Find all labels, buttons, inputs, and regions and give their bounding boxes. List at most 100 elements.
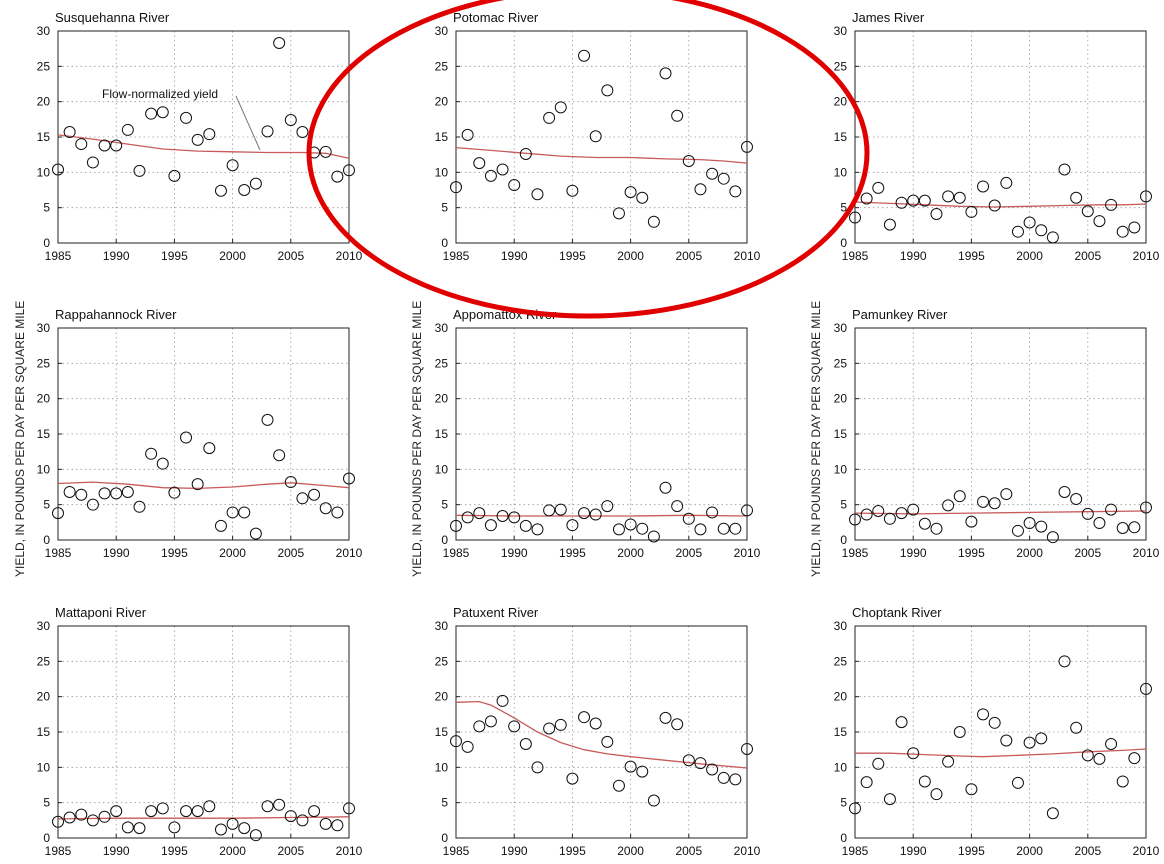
data-point xyxy=(659,481,672,494)
data-point xyxy=(519,738,532,751)
x-tick-label: 2010 xyxy=(336,844,363,858)
data-point xyxy=(1081,749,1094,762)
data-point xyxy=(531,523,544,536)
data-point xyxy=(636,191,649,204)
data-point xyxy=(284,476,297,489)
x-tick-label: 1990 xyxy=(501,249,528,263)
annotation-label: Flow-normalized yield xyxy=(102,87,218,101)
y-tick-label: 10 xyxy=(834,462,848,476)
data-point xyxy=(98,139,111,152)
data-point xyxy=(671,109,684,122)
data-point xyxy=(1093,752,1106,765)
data-point xyxy=(203,800,216,813)
data-point xyxy=(331,819,344,832)
data-point xyxy=(566,184,579,197)
data-point xyxy=(694,183,707,196)
y-tick-label: 0 xyxy=(43,236,50,250)
data-point xyxy=(682,754,695,767)
data-point xyxy=(741,742,753,755)
x-tick-label: 2000 xyxy=(1016,546,1043,560)
x-tick-label: 1985 xyxy=(45,546,72,560)
x-tick-label: 2000 xyxy=(1016,844,1043,858)
data-point xyxy=(226,159,239,172)
y-tick-label: 10 xyxy=(435,760,449,774)
data-point xyxy=(965,515,978,528)
data-point xyxy=(450,735,462,748)
x-tick-label: 1990 xyxy=(103,844,130,858)
flow-normalized-trend-line xyxy=(854,510,1147,515)
data-point xyxy=(1046,807,1059,820)
data-point xyxy=(671,500,684,513)
data-point xyxy=(238,506,251,519)
data-point xyxy=(214,519,227,532)
data-point xyxy=(1046,531,1059,544)
data-point xyxy=(319,145,332,158)
data-point xyxy=(1105,503,1118,516)
data-point xyxy=(1081,507,1094,520)
data-point xyxy=(883,793,896,806)
data-point xyxy=(612,207,625,220)
data-point xyxy=(473,507,486,520)
data-point xyxy=(988,497,1001,510)
data-point xyxy=(156,457,169,470)
data-point xyxy=(907,194,920,207)
data-point xyxy=(636,765,649,778)
flow-normalized-trend-line xyxy=(57,816,350,820)
data-point xyxy=(907,747,920,760)
data-point xyxy=(1011,776,1024,789)
data-point xyxy=(601,735,614,748)
y-tick-label: 0 xyxy=(840,831,847,845)
x-tick-label: 2010 xyxy=(336,249,363,263)
data-point xyxy=(273,37,286,50)
y-tick-label: 0 xyxy=(840,236,847,250)
data-point xyxy=(110,139,123,152)
data-point xyxy=(543,111,556,124)
data-point xyxy=(612,779,625,792)
y-tick-label: 5 xyxy=(840,201,847,215)
data-point xyxy=(343,164,355,177)
y-tick-label: 30 xyxy=(834,619,848,633)
y-tick-label: 30 xyxy=(37,619,51,633)
x-tick-label: 2010 xyxy=(1133,249,1160,263)
data-point xyxy=(589,130,602,143)
data-point xyxy=(1116,775,1129,788)
data-point xyxy=(1035,732,1048,745)
y-tick-label: 20 xyxy=(834,690,848,704)
x-tick-label: 1990 xyxy=(900,546,927,560)
y-tick-label: 25 xyxy=(37,356,51,370)
flow-normalized-trend-line xyxy=(57,481,350,490)
y-tick-label: 30 xyxy=(435,619,449,633)
data-point xyxy=(895,507,908,520)
x-tick-label: 1985 xyxy=(842,249,869,263)
data-point xyxy=(63,126,76,139)
data-point xyxy=(918,194,931,207)
annotation-leader-line xyxy=(235,95,261,151)
data-point xyxy=(180,805,193,818)
data-point xyxy=(203,128,216,141)
y-tick-label: 0 xyxy=(441,236,448,250)
x-tick-label: 2005 xyxy=(277,844,304,858)
data-point xyxy=(450,181,462,194)
data-point xyxy=(942,190,955,203)
data-point xyxy=(214,184,227,197)
data-point xyxy=(682,512,695,525)
data-point xyxy=(543,722,556,735)
data-point xyxy=(284,810,297,823)
data-point xyxy=(484,715,497,728)
x-tick-label: 1990 xyxy=(900,844,927,858)
x-tick-label: 1985 xyxy=(443,249,470,263)
y-tick-label: 25 xyxy=(435,356,449,370)
data-point xyxy=(741,140,753,153)
panel-title: Mattaponi River xyxy=(55,605,147,620)
data-point xyxy=(261,125,274,138)
data-point xyxy=(694,757,707,770)
x-tick-label: 1995 xyxy=(161,249,188,263)
data-point xyxy=(145,107,158,120)
x-tick-label: 1995 xyxy=(161,844,188,858)
data-point xyxy=(883,512,896,525)
x-tick-label: 1995 xyxy=(559,844,586,858)
data-point xyxy=(308,805,321,818)
